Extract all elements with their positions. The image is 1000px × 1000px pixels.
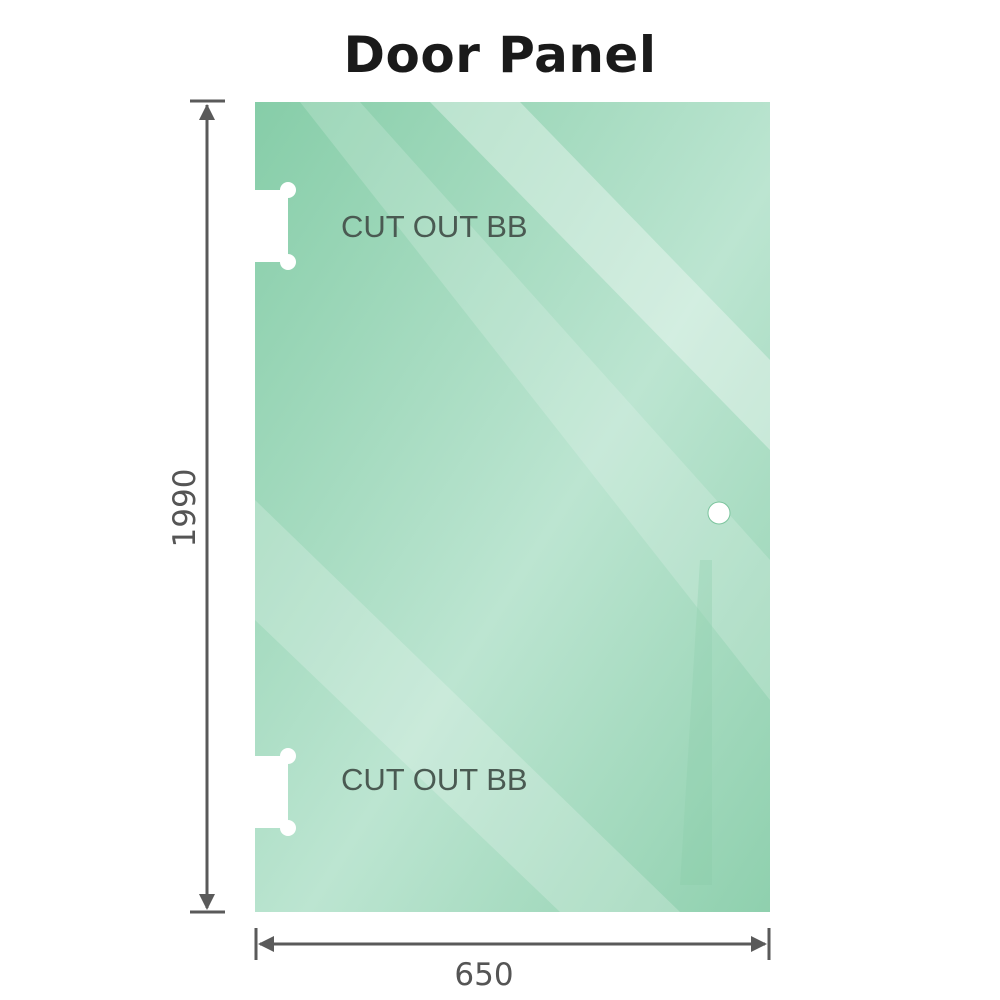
cutout-label-bottom: CUT OUT BB — [341, 762, 528, 797]
cutout-bottom — [250, 748, 296, 836]
handle-hole — [707, 501, 731, 525]
cutout-label-top: CUT OUT BB — [341, 209, 528, 244]
height-label: 1990 — [167, 469, 203, 548]
height-dimension-line — [190, 99, 225, 914]
glass-panel — [255, 102, 770, 912]
diagram-title: Door Panel — [343, 26, 657, 84]
cutout-top — [250, 182, 296, 270]
width-label: 650 — [454, 957, 513, 993]
width-dimension-line — [254, 928, 771, 960]
